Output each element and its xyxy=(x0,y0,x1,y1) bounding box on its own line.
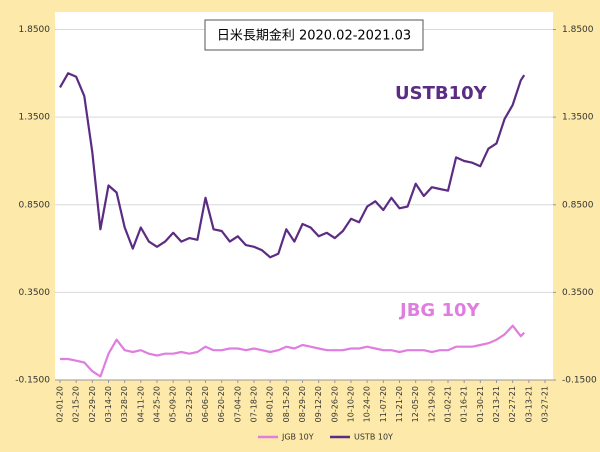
title-box xyxy=(204,19,424,51)
x-tick-label: 10-10-20 xyxy=(347,386,356,422)
plot-area xyxy=(55,12,553,380)
x-tick-label: 06-06-20 xyxy=(201,386,210,422)
x-tick-label: 10-24-20 xyxy=(363,386,372,422)
y2-tick-label: 0.3500 xyxy=(562,288,594,298)
x-tick-label: 08-15-20 xyxy=(282,386,291,422)
legend-label: USTB 10Y xyxy=(354,433,393,442)
x-tick-label: 03-27-21 xyxy=(541,386,550,422)
series-line xyxy=(60,324,525,378)
y-tick-label: 1.8500 xyxy=(19,25,51,35)
x-tick-label: 05-23-20 xyxy=(185,386,194,422)
x-tick-label: 02-29-20 xyxy=(88,386,97,422)
x-tick-label: 11-07-20 xyxy=(379,386,388,422)
y-tick-label: 1.3500 xyxy=(19,113,51,123)
y-tick-label: -0.1500 xyxy=(15,376,50,386)
x-tick-label: 03-13-21 xyxy=(524,386,533,422)
y-tick-label: 0.3500 xyxy=(19,288,51,298)
x-tick-label: 07-18-20 xyxy=(250,386,259,422)
x-tick-label: 11-21-20 xyxy=(395,386,404,422)
x-tick-label: 02-27-21 xyxy=(508,386,517,422)
y2-tick-label: 1.8500 xyxy=(562,25,594,35)
x-tick-label: 09-26-20 xyxy=(330,386,339,422)
y2-tick-label: -0.1500 xyxy=(562,376,597,386)
x-tick-label: 06-20-20 xyxy=(217,386,226,422)
legend-label: JGB 10Y xyxy=(281,433,314,442)
x-tick-label: 05-09-20 xyxy=(169,386,178,422)
x-tick-label: 01-16-21 xyxy=(460,386,469,422)
x-tick-label: 01-30-21 xyxy=(476,386,485,422)
x-tick-label: 02-13-21 xyxy=(492,386,501,422)
x-tick-label: 09-12-20 xyxy=(314,386,323,422)
chart-title: 日米長期金利 2020.02-2021.03 xyxy=(217,28,411,44)
x-tick-label: 08-29-20 xyxy=(298,386,307,422)
y2-tick-label: 1.3500 xyxy=(562,113,594,123)
series-line xyxy=(59,72,526,259)
x-tick-label: 12-05-20 xyxy=(411,386,420,422)
y2-tick-label: 0.8500 xyxy=(562,200,594,210)
x-tick-label: 07-04-20 xyxy=(233,386,242,422)
x-tick-label: 04-11-20 xyxy=(136,386,145,422)
x-tick-label: 02-15-20 xyxy=(72,386,81,422)
x-tick-label: 12-19-20 xyxy=(427,386,436,422)
x-tick-label: 02-01-20 xyxy=(56,386,65,422)
x-tick-label: 08-01-20 xyxy=(266,386,275,422)
annotation: JBG 10Y xyxy=(398,300,481,321)
annotation: USTB10Y xyxy=(395,83,488,104)
y-tick-label: 0.8500 xyxy=(19,200,51,210)
x-tick-label: 01-02-21 xyxy=(444,386,453,422)
x-tick-label: 04-25-20 xyxy=(153,386,162,422)
x-tick-label: 03-28-20 xyxy=(120,386,129,422)
x-tick-label: 03-14-20 xyxy=(104,386,113,422)
